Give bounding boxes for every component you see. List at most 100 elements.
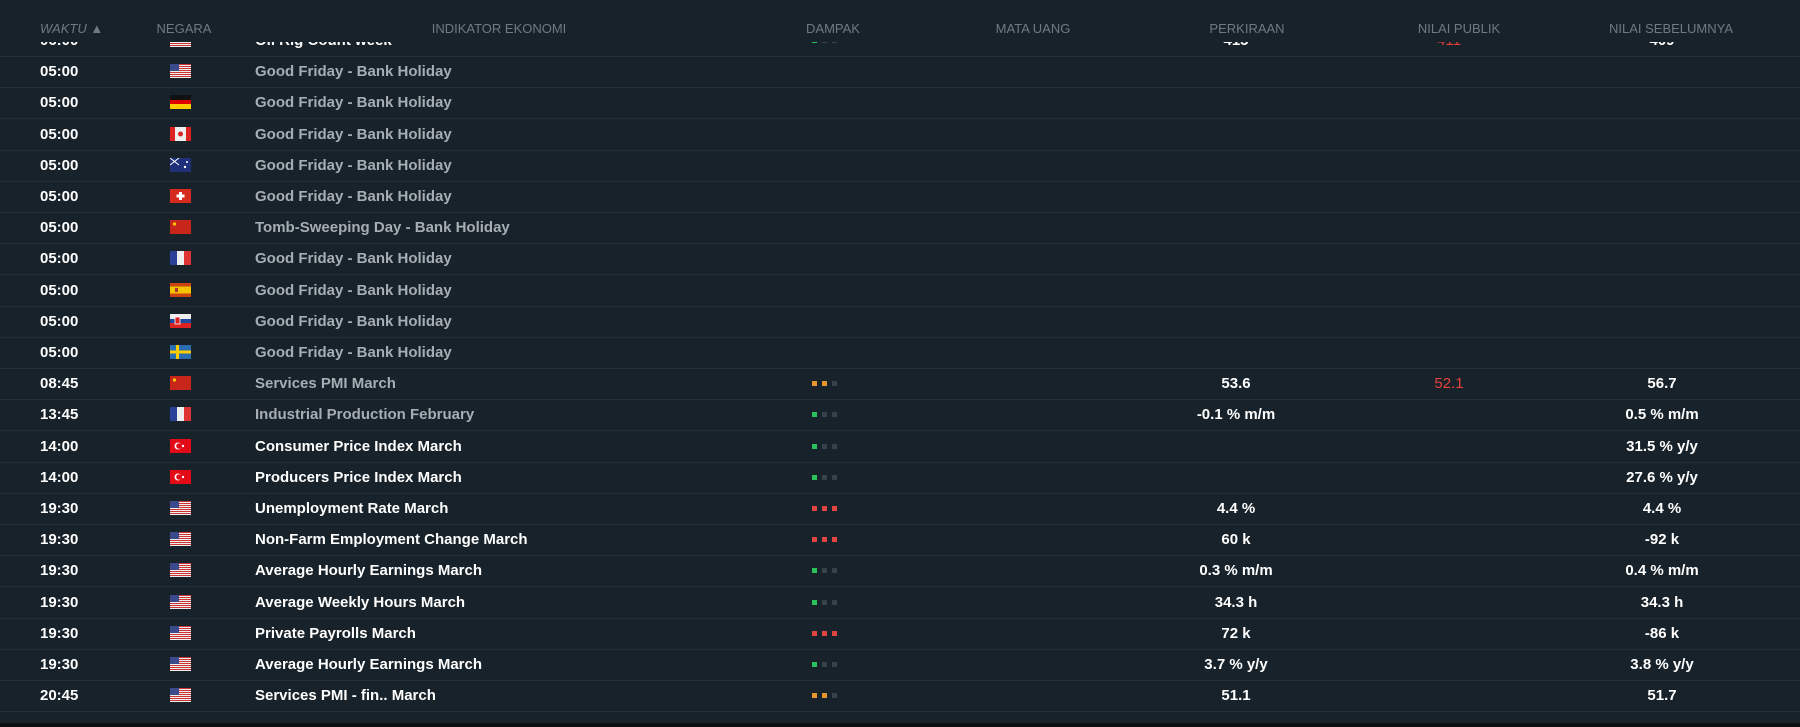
country bbox=[170, 657, 191, 671]
event-row[interactable]: 19:30 Private Payrolls March 72 k -86 k bbox=[0, 618, 1800, 650]
flag bbox=[170, 251, 191, 266]
previous: 4.4 % bbox=[1642, 500, 1682, 517]
flag bbox=[170, 95, 191, 110]
event-row[interactable]: 05:00 Tomb-Sweeping Day - Bank Holiday bbox=[0, 212, 1800, 245]
event-row[interactable]: 08:45 Services PMI March 53.6 52.1 56.7 bbox=[0, 368, 1800, 401]
impact bbox=[812, 474, 842, 480]
header-label: NILAI PUBLIK bbox=[1417, 21, 1501, 36]
impact bbox=[812, 630, 842, 636]
time: 05:00 bbox=[40, 188, 79, 205]
country bbox=[170, 469, 191, 484]
previous: 31.5 % y/y bbox=[1626, 437, 1698, 455]
event-row[interactable]: 13:45 Industrial Production February -0.1 … bbox=[0, 399, 1800, 432]
col-time[interactable]: WAKTU ▲ bbox=[40, 21, 104, 36]
event-row[interactable]: 05:00 Good Friday - Bank Holiday bbox=[0, 87, 1800, 120]
event-name: Tomb-Sweeping Day - Bank Holiday bbox=[255, 219, 510, 237]
time: 05:00 bbox=[40, 219, 79, 237]
previous: -92 k bbox=[1644, 531, 1680, 549]
previous: 3.8 % y/y bbox=[1630, 656, 1694, 673]
country bbox=[170, 345, 191, 359]
country bbox=[170, 438, 191, 453]
event-name: Private Payrolls March bbox=[255, 624, 416, 642]
impact-dot bbox=[812, 537, 817, 543]
country bbox=[170, 189, 191, 203]
event-name: Services PMI - fin.. March bbox=[255, 687, 436, 705]
impact-dot bbox=[832, 662, 837, 667]
impact bbox=[812, 693, 842, 699]
flag bbox=[170, 313, 191, 328]
time: 05:00 bbox=[40, 281, 79, 299]
impact-dot bbox=[832, 537, 837, 543]
flag bbox=[170, 376, 191, 391]
event-row[interactable]: 14:00 Consumer Price Index March 31.5 % y/… bbox=[0, 431, 1800, 463]
event-row[interactable]: 05:00 Good Friday - Bank Holiday bbox=[0, 275, 1800, 307]
impact-dot bbox=[812, 474, 817, 480]
impact bbox=[812, 662, 842, 667]
event-row[interactable]: 19:30 Unemployment Rate March 4.4 % 4.4 % bbox=[0, 493, 1800, 525]
flag bbox=[170, 625, 191, 640]
event-name: Good Friday - Bank Holiday bbox=[255, 250, 452, 268]
event-row[interactable]: 19:30 Average Hourly Earnings March 3.7 % … bbox=[0, 649, 1800, 681]
time: 19:30 bbox=[40, 656, 79, 673]
impact-dot bbox=[832, 412, 837, 418]
impact-dot bbox=[812, 381, 817, 387]
country bbox=[169, 157, 191, 172]
event-row[interactable]: 14:00 Producers Price Index March 27.6 % y… bbox=[0, 462, 1800, 494]
forecast: 60 k bbox=[1221, 531, 1251, 549]
flag bbox=[170, 220, 191, 235]
impact-dot bbox=[822, 537, 827, 543]
country bbox=[170, 563, 191, 578]
event-row[interactable]: 19:30 Average Hourly Earnings March 0.3 % … bbox=[0, 555, 1800, 588]
time: 19:30 bbox=[40, 593, 79, 611]
time: 19:30 bbox=[40, 624, 79, 642]
header-label: NEGARA bbox=[156, 21, 212, 36]
flag bbox=[170, 501, 191, 515]
impact-dot bbox=[822, 599, 827, 605]
country bbox=[170, 220, 191, 235]
impact bbox=[812, 443, 842, 449]
flag bbox=[170, 438, 191, 453]
impact-dot bbox=[822, 630, 827, 636]
impact-dot bbox=[812, 568, 817, 574]
forecast: 3.7 % y/y bbox=[1204, 656, 1268, 673]
event-row[interactable]: 05:00 Good Friday - Bank Holiday bbox=[0, 119, 1800, 151]
previous: 51.7 bbox=[1647, 687, 1677, 705]
event-name: Good Friday - Bank Holiday bbox=[255, 156, 452, 174]
previous: 27.6 % y/y bbox=[1626, 468, 1698, 486]
time: 14:00 bbox=[40, 437, 79, 455]
time: 19:30 bbox=[40, 500, 79, 517]
forecast: -0.1 % m/m bbox=[1196, 406, 1276, 424]
event-row[interactable]: 05:00 Good Friday - Bank Holiday bbox=[0, 150, 1800, 182]
header-label: DAMPAK bbox=[806, 21, 860, 36]
event-row[interactable]: 05:00 Good Friday - Bank Holiday bbox=[0, 306, 1800, 338]
impact-dot bbox=[812, 662, 817, 667]
flag bbox=[170, 594, 191, 609]
event-row[interactable]: 19:30 Average Weekly Hours March 34.3 h 34.… bbox=[0, 587, 1800, 619]
time: 08:45 bbox=[40, 375, 79, 393]
impact-dot bbox=[812, 443, 817, 449]
event-name: Good Friday - Bank Holiday bbox=[255, 125, 452, 143]
previous: 0.4 % m/m bbox=[1625, 562, 1699, 580]
forecast: 0.3 % m/m bbox=[1199, 562, 1273, 580]
previous: 0.5 % m/m bbox=[1625, 406, 1699, 424]
event-row[interactable]: 05:00 Good Friday - Bank Holiday bbox=[0, 243, 1800, 276]
event-row[interactable]: 05:00 Good Friday - Bank Holiday bbox=[0, 337, 1800, 369]
country bbox=[170, 501, 191, 515]
event-row[interactable]: 05:00 Good Friday - Bank Holiday bbox=[0, 56, 1800, 89]
impact bbox=[812, 537, 842, 543]
time: 14:00 bbox=[40, 468, 79, 486]
event-row[interactable]: 20:45 Services PMI - fin.. March 51.1 51.7 bbox=[0, 680, 1800, 713]
header-label: NILAI SEBELUMNYA bbox=[1608, 21, 1734, 36]
table-header: WAKTU ▲ NEGARA INDIKATOR EKONOMI DAMPAK … bbox=[0, 0, 1800, 42]
flag bbox=[170, 126, 191, 141]
flag bbox=[170, 532, 191, 547]
impact-dot bbox=[812, 599, 817, 605]
impact-dot bbox=[832, 443, 837, 449]
country bbox=[170, 376, 191, 391]
forecast: 51.1 bbox=[1221, 687, 1251, 705]
event-row[interactable]: 05:00 Good Friday - Bank Holiday bbox=[0, 181, 1800, 213]
flag bbox=[170, 688, 191, 703]
event-row[interactable]: 19:30 Non-Farm Employment Change March 60 … bbox=[0, 524, 1800, 557]
event-name: Good Friday - Bank Holiday bbox=[255, 94, 452, 112]
